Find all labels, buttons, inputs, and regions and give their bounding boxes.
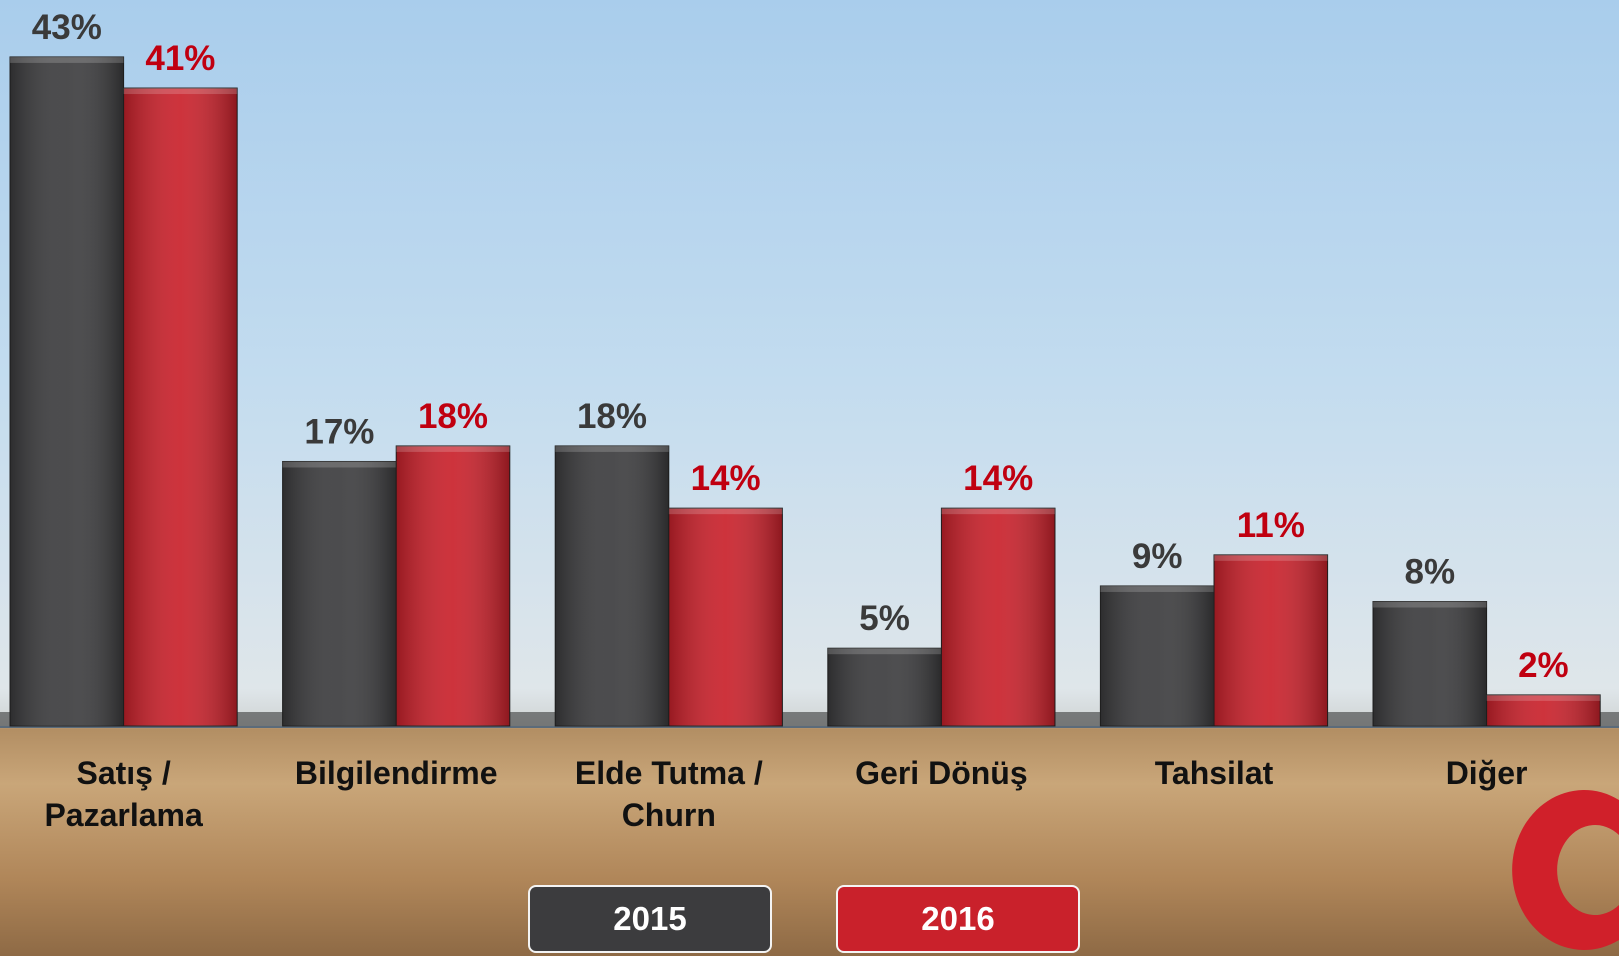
bar [1099, 585, 1215, 727]
value-label: 17% [304, 412, 374, 451]
bar-cap [10, 56, 124, 63]
bar-cap [282, 461, 397, 468]
value-label: 43% [32, 8, 102, 47]
bar-cap [396, 445, 510, 452]
legend-entry: 2016 [836, 885, 1080, 953]
x-tick-label: Diğer [1445, 755, 1528, 791]
value-label: 14% [963, 459, 1033, 498]
bar-cap [1214, 554, 1328, 561]
bar [282, 460, 397, 727]
bar [668, 507, 783, 727]
bar [940, 507, 1056, 727]
x-tick-label: Satış / Pazarlama [44, 755, 203, 833]
value-label: 11% [1237, 506, 1305, 545]
value-label: 18% [577, 397, 647, 436]
bar [827, 647, 942, 727]
x-tick-label: Tahsilat [1154, 755, 1274, 791]
bar-cap [668, 508, 783, 515]
bar [554, 445, 670, 727]
bar [395, 445, 511, 727]
bar [1372, 601, 1488, 727]
value-label: 9% [1132, 537, 1183, 576]
bar [1213, 554, 1329, 727]
x-tick-label: Geri Dönüş [855, 755, 1028, 791]
value-label: 5% [859, 599, 910, 638]
bar-cap [827, 648, 942, 655]
value-label: 41% [145, 39, 215, 78]
x-tick-label: Bilgilendirme [294, 755, 498, 791]
value-label: 8% [1405, 553, 1456, 592]
bar [9, 56, 125, 727]
value-label: 2% [1518, 646, 1569, 685]
x-tick-label: Elde Tutma / Churn [574, 755, 763, 833]
value-label: 18% [418, 397, 488, 436]
logo [1512, 790, 1619, 950]
value-label: 14% [691, 459, 761, 498]
bar [123, 87, 238, 727]
bar-cap [123, 88, 238, 95]
bar-cap [1373, 601, 1487, 608]
bar-cap [555, 445, 669, 452]
bar-cap [941, 508, 1055, 515]
bar-cap [1100, 585, 1214, 592]
bar-cap [1486, 694, 1601, 701]
legend-entry: 2015 [528, 885, 772, 953]
